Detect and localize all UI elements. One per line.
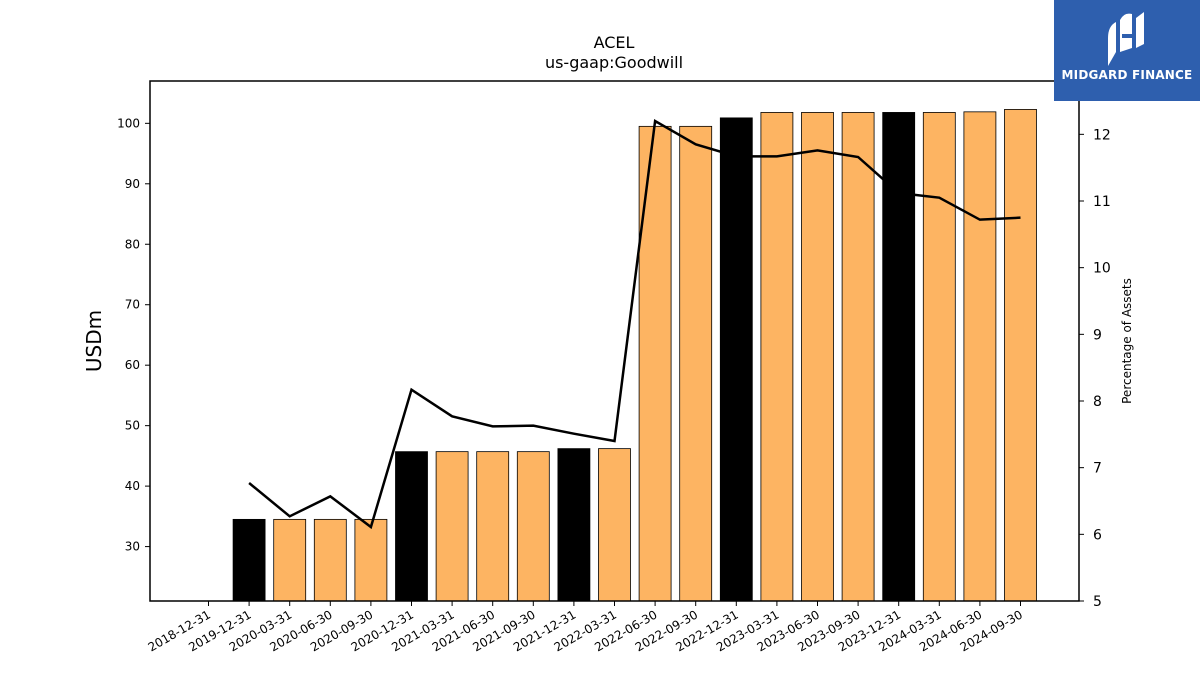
bar-2023-09-30 — [841, 112, 875, 602]
bar-2022-03-31 — [598, 448, 631, 602]
y-tick-label-left-40: 40 — [125, 479, 140, 493]
bar-2021-06-30 — [476, 451, 510, 602]
y-tick-label-right-8: 8 — [1093, 394, 1102, 410]
bar-2021-12-31 — [557, 448, 591, 602]
y-tick-label-left-90: 90 — [125, 177, 140, 191]
plot-frame — [149, 80, 1080, 602]
y-tick-label-left-60: 60 — [125, 358, 140, 372]
midgard-logo-icon — [1108, 12, 1144, 66]
bar-2022-12-31 — [719, 117, 753, 602]
y-tick-label-left-100: 100 — [117, 116, 140, 130]
bar-2024-09-30 — [1004, 109, 1037, 602]
y-tick-label-right-11: 11 — [1093, 194, 1111, 210]
y-tick-label-right-5: 5 — [1093, 594, 1102, 610]
percentage-line — [248, 118, 1021, 530]
bar-2020-12-31 — [395, 451, 428, 602]
bar-2021-09-30 — [516, 451, 550, 602]
y-tick-label-right-9: 9 — [1093, 327, 1102, 343]
chart-title: ACEL — [594, 33, 635, 52]
y-tick-label-right-7: 7 — [1093, 461, 1102, 477]
y-tick-label-right-10: 10 — [1093, 261, 1111, 277]
y-tick-label-left-80: 80 — [125, 237, 140, 251]
bar-2023-03-31 — [760, 112, 794, 602]
bar-2020-03-31 — [273, 518, 307, 602]
y-tick-label-right-6: 6 — [1093, 527, 1102, 543]
bar-2023-12-31 — [882, 112, 916, 602]
y-tick-label-left-50: 50 — [125, 419, 140, 433]
brand-logo: MIDGARD FINANCE — [1054, 0, 1200, 101]
bar-2021-03-31 — [435, 451, 469, 602]
bar-2024-06-30 — [963, 111, 997, 602]
y-axis-label-right: Percentage of Assets — [1120, 278, 1134, 404]
bar-2024-03-31 — [922, 112, 956, 602]
y-axis-label-left: USDm — [82, 310, 106, 372]
bar-2022-09-30 — [679, 125, 713, 602]
bar-2022-06-30 — [638, 125, 672, 602]
bar-2019-12-31 — [232, 518, 266, 602]
bar-2023-06-30 — [801, 112, 834, 602]
y-tick-label-left-30: 30 — [125, 540, 140, 554]
bar-2020-09-30 — [354, 518, 388, 602]
y-tick-label-right-12: 12 — [1093, 127, 1111, 143]
chart-subtitle: us-gaap:Goodwill — [545, 53, 683, 72]
brand-logo-text: MIDGARD FINANCE — [1061, 68, 1193, 82]
bar-2020-06-30 — [313, 518, 347, 602]
y-tick-label-left-70: 70 — [125, 298, 140, 312]
